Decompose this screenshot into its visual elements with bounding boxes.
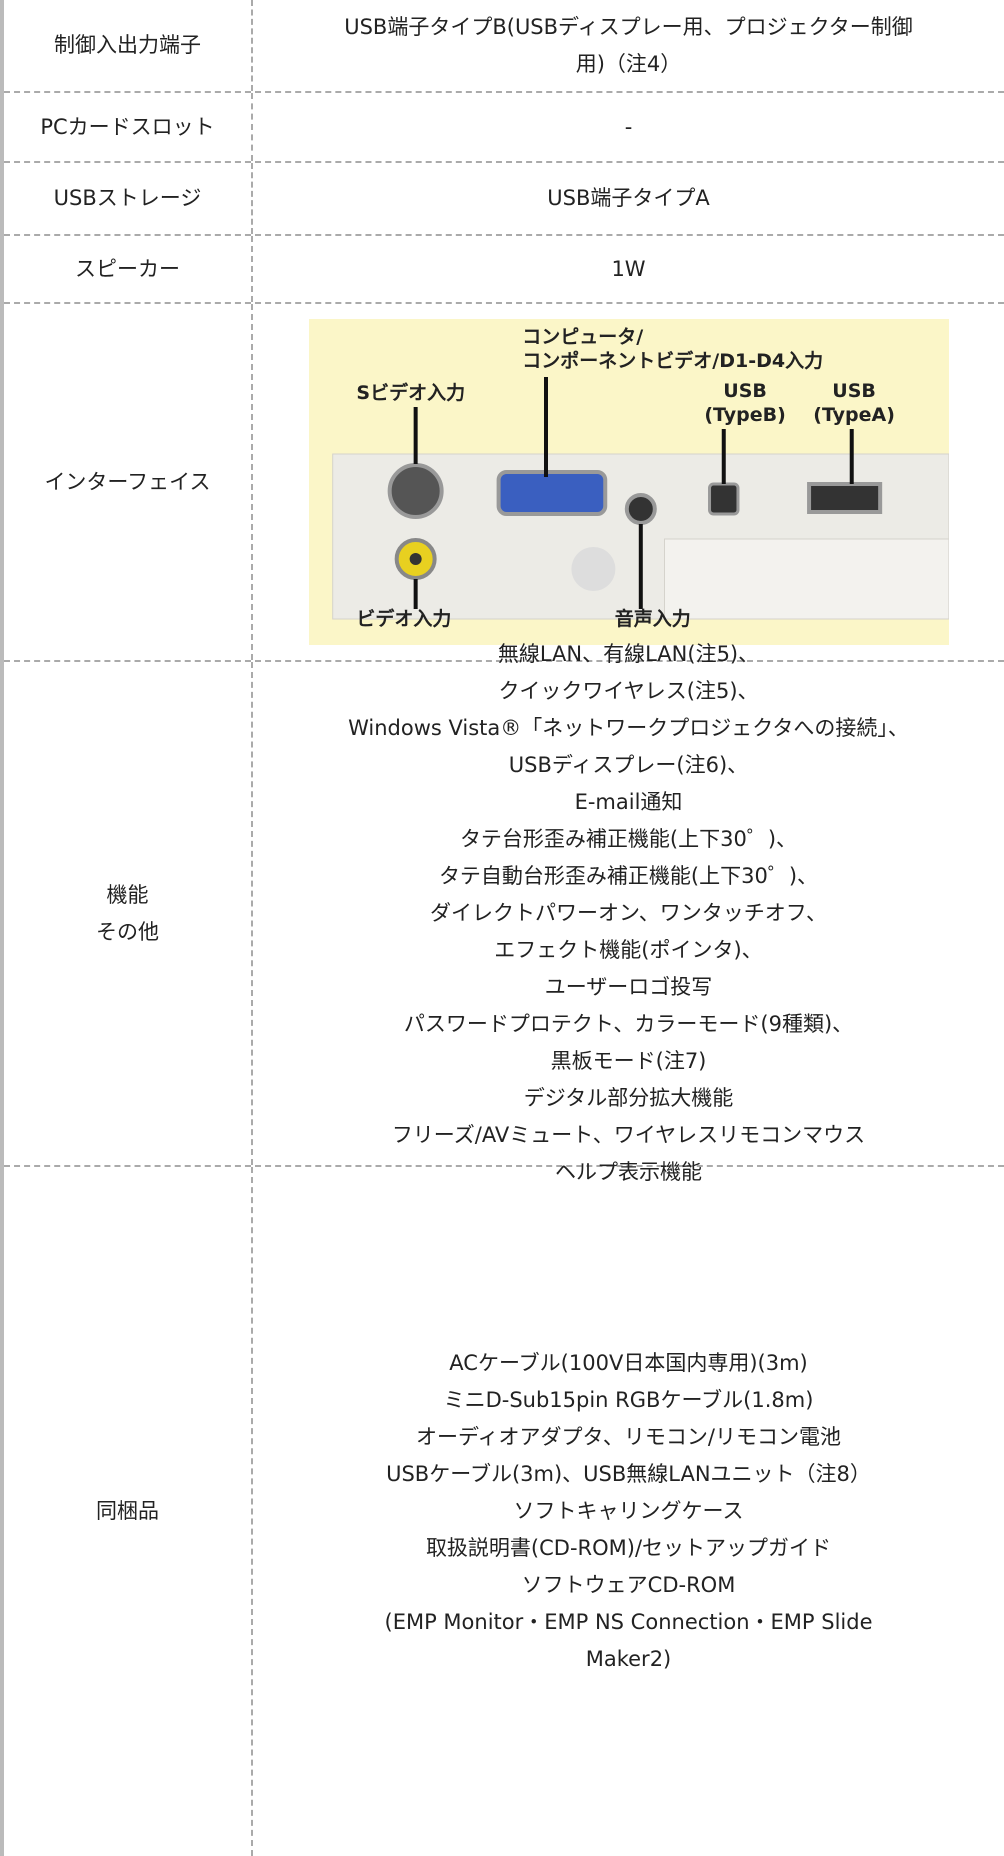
diagram-label: コンポーネントビデオ/D1-D4入力 [522, 349, 823, 372]
label-text: スピーカー [75, 256, 180, 281]
value-line: USBケーブル(3m)、USB無線LANユニット（注8） [386, 1462, 871, 1486]
diagram-label: コンピュータ/ [522, 326, 643, 348]
row-label: USBストレージ [4, 163, 253, 234]
value-line: ACケーブル(100V日本国内専用)(3m) [449, 1351, 808, 1375]
value-line: ソフトキャリングケース [513, 1499, 744, 1523]
value-line: ダイレクトパワーオン、ワンタッチオフ、 [430, 901, 827, 925]
value-line: ヘルプ表示機能 [555, 1160, 702, 1184]
label-text: 制御入出力端子 [54, 33, 201, 57]
label-text: 同梱品 [96, 1499, 159, 1523]
video-core [409, 553, 422, 565]
table-row: 同梱品 ACケーブル(100V日本国内専用)(3m) ミニD-Sub15pin RG… [4, 1167, 1004, 1856]
audio-port [624, 493, 657, 525]
row-value: コンピュータ/コンポーネントビデオ/D1-D4入力 Sビデオ入力 USB (TypeB… [253, 304, 1004, 660]
value-line: (EMP Monitor・EMP NS Connection・EMP Slide [384, 1610, 873, 1634]
value-line: USB端子タイプB(USBディスプレー用、プロジェクター制御 [344, 14, 913, 39]
value-line: オーディオアダプタ、リモコン/リモコン電池 [416, 1425, 841, 1449]
row-label: 制御入出力端子 [4, 0, 253, 91]
value-line: パスワードプロテクト、カラーモード(9種類)、 [403, 1012, 854, 1036]
table-row: 制御入出力端子 USB端子タイプB(USBディスプレー用、プロジェクター制御 用)（… [4, 0, 1004, 93]
value-line: E-mail通知 [574, 790, 683, 814]
usb-b-port [707, 482, 739, 516]
value-line: USB端子タイプA [547, 186, 710, 210]
row-value: - [253, 93, 1004, 161]
label-line: その他 [96, 919, 159, 944]
panel-recess [663, 538, 949, 620]
value-line: 取扱説明書(CD-ROM)/セットアップガイド [425, 1536, 832, 1560]
value-line: 無線LAN、有線LAN(注5)、 [497, 642, 760, 666]
value-line: ユーザーロゴ投写 [544, 975, 713, 999]
svideo-port [387, 463, 444, 519]
usb-a-port [806, 482, 882, 514]
diagram-label: (TypeB) [704, 404, 785, 426]
row-label: インターフェイス [4, 304, 253, 660]
row-label: 機能 その他 [4, 662, 253, 1165]
row-label: PCカードスロット [4, 93, 253, 161]
vga-port [496, 470, 607, 516]
diagram-label: USB [723, 380, 767, 402]
value-line: フリーズ/AVミュート、ワイヤレスリモコンマウス [391, 1123, 866, 1147]
diagram-label: Sビデオ入力 [356, 381, 465, 404]
value-line: Maker2) [585, 1647, 672, 1671]
label-text: PCカードスロット [40, 114, 215, 139]
row-label: 同梱品 [4, 1167, 253, 1856]
value-line: エフェクト機能(ポインタ)、 [494, 938, 763, 962]
value-line: タテ台形歪み補正機能(上下30゜)、 [459, 827, 798, 851]
label-text: USBストレージ [53, 186, 202, 210]
value-line: ミニD-Sub15pin RGBケーブル(1.8m) [443, 1388, 814, 1412]
table-row: インターフェイス コンピュータ/コンポーネントビデオ/D1-D4入力 Sビデオ入力 U… [4, 304, 1004, 662]
value-line: デジタル部分拡大機能 [523, 1086, 734, 1110]
label-line: 機能 [106, 882, 149, 907]
row-value: 無線LAN、有線LAN(注5)、 クイックワイヤレス(注5)、 Windows Vi… [253, 642, 1004, 1184]
row-label: スピーカー [4, 236, 253, 302]
row-value: USB端子タイプB(USBディスプレー用、プロジェクター制御 用)（注4） [253, 0, 1004, 91]
diagram-label: ビデオ入力 [356, 607, 451, 630]
diagram-label: (TypeA) [813, 404, 895, 426]
diagram-label: USB [832, 380, 876, 402]
value-line: クイックワイヤレス(注5)、 [498, 679, 759, 703]
table-row: USBストレージ USB端子タイプA [4, 163, 1004, 236]
value-line: USBディスプレー(注6)、 [508, 753, 749, 777]
diagram-label: 音声入力 [614, 607, 690, 630]
knob [570, 547, 615, 591]
row-value: 1W [253, 236, 1004, 302]
value-line: ソフトウェアCD-ROM [521, 1573, 736, 1597]
row-value: ACケーブル(100V日本国内専用)(3m) ミニD-Sub15pin RGBケー… [253, 1167, 1004, 1856]
value-line: Windows Vista®「ネットワークプロジェクタへの接続」、 [348, 716, 909, 740]
value-line: タテ自動台形歪み補正機能(上下30゜)、 [438, 864, 819, 888]
label-text: インターフェイス [44, 469, 211, 494]
value-line: 1W [611, 256, 646, 281]
row-value: USB端子タイプA [253, 163, 1004, 234]
table-row: スピーカー 1W [4, 236, 1004, 304]
table-row: 機能その他 無線LAN、有線LAN(注5)、 クイックワイヤレス(注5)、 Windo… [4, 642, 1004, 1184]
table-row: PCカードスロット - [4, 93, 1004, 163]
value-line: 黒板モード(注7) [550, 1049, 707, 1073]
value-line: - [624, 114, 633, 139]
value-line: 用)（注4） [575, 51, 682, 76]
